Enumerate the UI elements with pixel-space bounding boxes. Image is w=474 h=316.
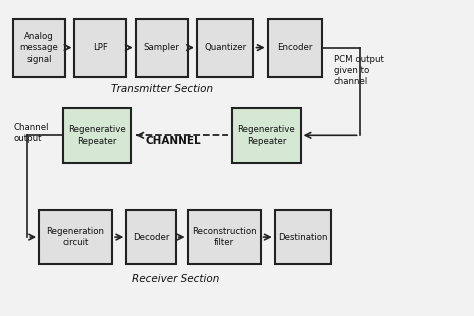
Text: Decoder: Decoder [133,233,169,242]
Text: Receiver Section: Receiver Section [132,274,219,284]
FancyBboxPatch shape [268,19,322,76]
Text: CHANNEL: CHANNEL [146,136,201,146]
FancyBboxPatch shape [136,19,188,76]
Text: Regenerative
Repeater: Regenerative Repeater [68,125,126,145]
FancyBboxPatch shape [188,210,261,264]
Text: Regenerative
Repeater: Regenerative Repeater [237,125,295,145]
Text: Reconstruction
filter: Reconstruction filter [191,227,256,247]
FancyBboxPatch shape [74,19,126,76]
Text: Sampler: Sampler [144,43,180,52]
Text: Encoder: Encoder [277,43,312,52]
Text: PCM output
given to
channel: PCM output given to channel [334,55,383,86]
Text: Destination: Destination [278,233,328,242]
FancyBboxPatch shape [39,210,112,264]
Text: Transmitter Section: Transmitter Section [110,84,213,94]
FancyBboxPatch shape [13,19,65,76]
FancyBboxPatch shape [63,108,131,163]
FancyBboxPatch shape [197,19,254,76]
FancyBboxPatch shape [232,108,301,163]
Text: LPF: LPF [93,43,108,52]
Text: Analog
message
signal: Analog message signal [19,32,58,64]
FancyBboxPatch shape [275,210,331,264]
FancyBboxPatch shape [126,210,176,264]
Text: Quantizer: Quantizer [204,43,246,52]
Text: Regeneration
circuit: Regeneration circuit [46,227,105,247]
Text: Channel
output: Channel output [13,123,49,143]
